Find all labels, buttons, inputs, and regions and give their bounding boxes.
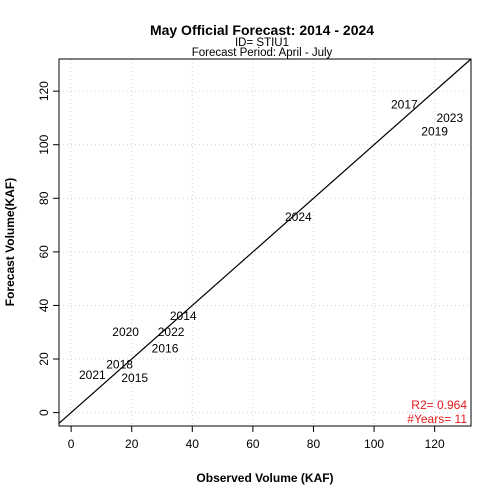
data-point-2023: 2023 xyxy=(436,111,463,125)
x-tick-label: 60 xyxy=(246,437,260,451)
r-squared-label: R2= 0.964 xyxy=(411,398,467,412)
one-to-one-line xyxy=(58,58,472,424)
data-point-2020: 2020 xyxy=(112,325,139,339)
x-tick-label: 100 xyxy=(364,437,384,451)
y-axis: 0 20 40 60 80 100 120 xyxy=(37,81,59,416)
x-tick-label: 80 xyxy=(307,437,321,451)
chart-subtitle-period: Forecast Period: April - July xyxy=(192,47,333,59)
data-point-2015: 2015 xyxy=(121,371,148,385)
x-axis-label: Observed Volume (KAF) xyxy=(196,471,333,485)
y-tick-label: 20 xyxy=(37,352,51,366)
y-tick-label: 80 xyxy=(37,191,51,205)
data-point-labels: 2014 2015 2016 2017 2018 2019 2020 2021 2022 2023… xyxy=(79,98,463,385)
data-point-2018: 2018 xyxy=(106,357,133,371)
y-tick-label: 120 xyxy=(37,81,51,101)
y-tick-label: 100 xyxy=(37,134,51,154)
plot-area xyxy=(58,58,472,427)
data-point-2016: 2016 xyxy=(152,341,179,355)
y-tick-label: 0 xyxy=(37,409,51,416)
x-tick-label: 120 xyxy=(425,437,445,451)
chart-title: May Official Forecast: 2014 - 2024 xyxy=(150,22,374,38)
data-point-2014: 2014 xyxy=(170,309,197,323)
data-point-2024: 2024 xyxy=(285,210,312,224)
y-axis-label: Forecast Volume(KAF) xyxy=(3,178,17,306)
data-point-2017: 2017 xyxy=(391,98,418,112)
chart-subtitle-id: ID= STIU1 xyxy=(235,37,289,49)
x-axis: 0 20 40 60 80 100 120 xyxy=(68,426,445,451)
data-point-2021: 2021 xyxy=(79,368,106,382)
data-point-2022: 2022 xyxy=(158,325,185,339)
x-tick-label: 0 xyxy=(68,437,75,451)
years-count-label: #Years= 11 xyxy=(407,412,467,426)
y-tick-label: 40 xyxy=(37,298,51,312)
y-tick-label: 60 xyxy=(37,245,51,259)
x-tick-label: 20 xyxy=(125,437,139,451)
x-tick-label: 40 xyxy=(186,437,200,451)
grid-lines xyxy=(59,59,471,426)
data-point-2019: 2019 xyxy=(421,124,448,138)
